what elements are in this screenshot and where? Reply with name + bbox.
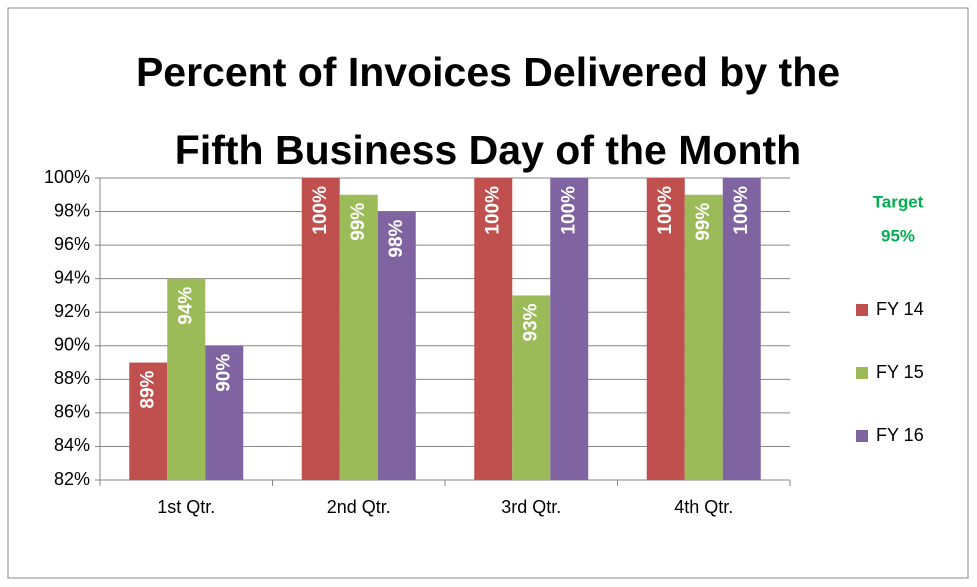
y-tick-label: 82% <box>54 469 90 489</box>
data-label: 93% <box>520 303 541 341</box>
x-tick-label: 2nd Qtr. <box>327 497 391 517</box>
data-label: 100% <box>731 186 752 235</box>
bar <box>550 178 589 480</box>
y-tick-label: 84% <box>54 435 90 455</box>
legend-swatch <box>856 304 868 316</box>
data-label: 99% <box>693 203 714 241</box>
bar <box>377 211 416 481</box>
bar <box>167 278 206 480</box>
y-tick-label: 96% <box>54 234 90 254</box>
y-tick-label: 90% <box>54 335 90 355</box>
bar <box>474 178 513 480</box>
y-tick-label: 92% <box>54 301 90 321</box>
bar <box>512 295 551 480</box>
data-label: 100% <box>482 186 503 235</box>
data-label: 90% <box>213 354 234 392</box>
annotation: 95% <box>881 226 915 245</box>
chart-title: Percent of Invoices Delivered by the <box>136 49 840 95</box>
y-tick-label: 94% <box>54 267 90 287</box>
legend-label: FY 15 <box>876 362 924 382</box>
bar <box>205 345 244 480</box>
data-label: 94% <box>175 287 196 325</box>
y-tick-label: 86% <box>54 402 90 422</box>
legend-label: FY 16 <box>876 425 924 445</box>
bar <box>684 194 723 480</box>
data-label: 100% <box>310 186 331 235</box>
x-tick-label: 1st Qtr. <box>157 497 215 517</box>
x-tick-label: 3rd Qtr. <box>501 497 561 517</box>
data-label: 98% <box>386 219 407 257</box>
y-tick-label: 100% <box>44 167 90 187</box>
legend-swatch <box>856 367 868 379</box>
annotation: Target <box>873 192 924 211</box>
data-label: 100% <box>655 186 676 235</box>
legend-label: FY 14 <box>876 299 924 319</box>
bar <box>646 178 685 480</box>
y-tick-label: 88% <box>54 368 90 388</box>
bar <box>339 194 378 480</box>
y-tick-label: 98% <box>54 200 90 220</box>
bar <box>722 178 761 480</box>
data-label: 89% <box>137 370 158 408</box>
bar <box>129 362 168 480</box>
chart-title: Fifth Business Day of the Month <box>175 127 801 173</box>
x-tick-label: 4th Qtr. <box>674 497 733 517</box>
bar <box>301 178 340 480</box>
legend-swatch <box>856 430 868 442</box>
data-label: 99% <box>348 203 369 241</box>
data-label: 100% <box>558 186 579 235</box>
